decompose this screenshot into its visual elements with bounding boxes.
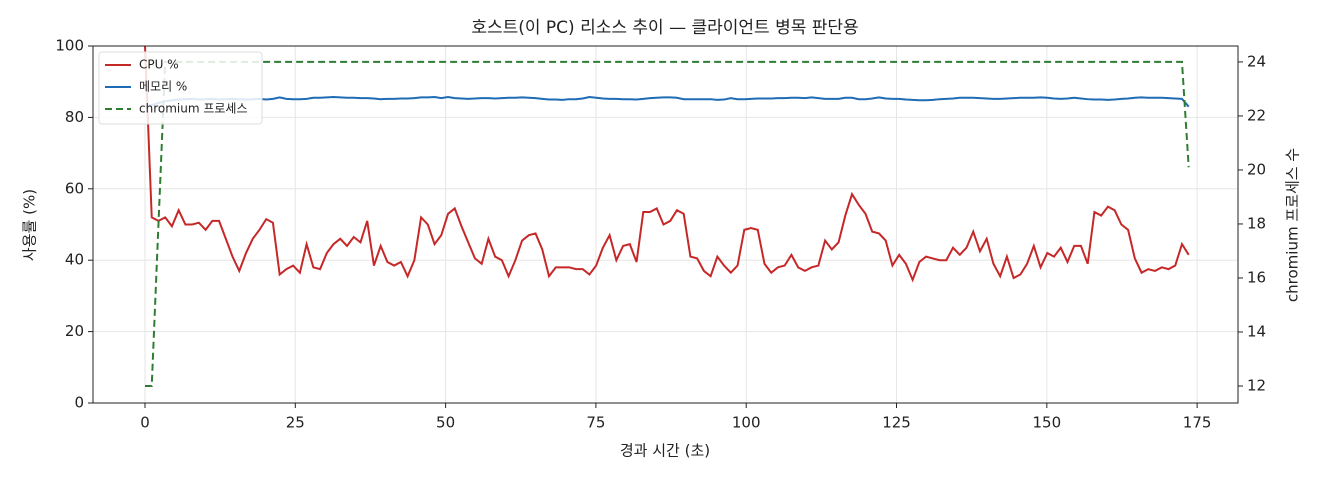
legend-label: chromium 프로세스 bbox=[139, 102, 248, 116]
y-tick-label: 60 bbox=[65, 179, 84, 197]
y-tick-label: 80 bbox=[65, 108, 84, 126]
chart-title: 호스트(이 PC) 리소스 추이 — 클라이언트 병목 판단용 bbox=[471, 18, 858, 38]
y-tick-label: 0 bbox=[74, 394, 84, 412]
x-tick-label: 50 bbox=[436, 414, 455, 432]
y2-tick-label: 20 bbox=[1247, 160, 1266, 178]
x-tick-label: 125 bbox=[882, 414, 911, 432]
x-axis-label: 경과 시간 (초) bbox=[620, 442, 710, 460]
series-line bbox=[145, 60, 1190, 387]
legend: CPU % 메모리 % chromium 프로세스 bbox=[98, 51, 263, 125]
series-line bbox=[144, 45, 1190, 283]
series-line bbox=[144, 96, 1190, 108]
y-tick-label: 100 bbox=[55, 37, 84, 55]
x-tick-label: 25 bbox=[286, 414, 305, 432]
y2-tick-label: 16 bbox=[1247, 268, 1266, 286]
y2-tick-label: 14 bbox=[1247, 322, 1266, 340]
x-tick-label: 75 bbox=[586, 414, 605, 432]
x-tick-label: 150 bbox=[1032, 414, 1061, 432]
x-tick-label: 0 bbox=[140, 414, 150, 432]
x-tick-label: 175 bbox=[1183, 414, 1212, 432]
plot-frame bbox=[92, 45, 1239, 404]
y2-tick-label: 18 bbox=[1247, 214, 1266, 232]
legend-label: 메모리 % bbox=[139, 80, 187, 94]
y-tick-label: 40 bbox=[65, 251, 84, 269]
y-tick-label: 20 bbox=[65, 322, 84, 340]
legend-box bbox=[98, 51, 263, 125]
y2-tick-label: 24 bbox=[1247, 52, 1266, 70]
legend-label: CPU % bbox=[139, 58, 179, 72]
y2-tick-label: 12 bbox=[1247, 376, 1266, 394]
y-axis-label: 사용률 (%) bbox=[21, 189, 39, 261]
x-tick-label: 100 bbox=[732, 414, 761, 432]
y2-axis-label: chromium 프로세스 수 bbox=[1284, 148, 1302, 302]
y2-tick-label: 22 bbox=[1247, 106, 1266, 124]
